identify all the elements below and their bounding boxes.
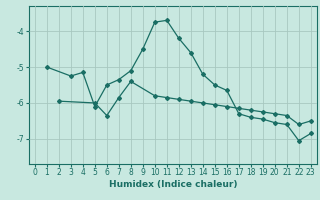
X-axis label: Humidex (Indice chaleur): Humidex (Indice chaleur) bbox=[108, 180, 237, 189]
